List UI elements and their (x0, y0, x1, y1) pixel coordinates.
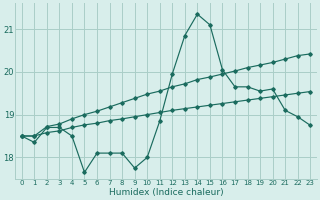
X-axis label: Humidex (Indice chaleur): Humidex (Indice chaleur) (109, 188, 223, 197)
